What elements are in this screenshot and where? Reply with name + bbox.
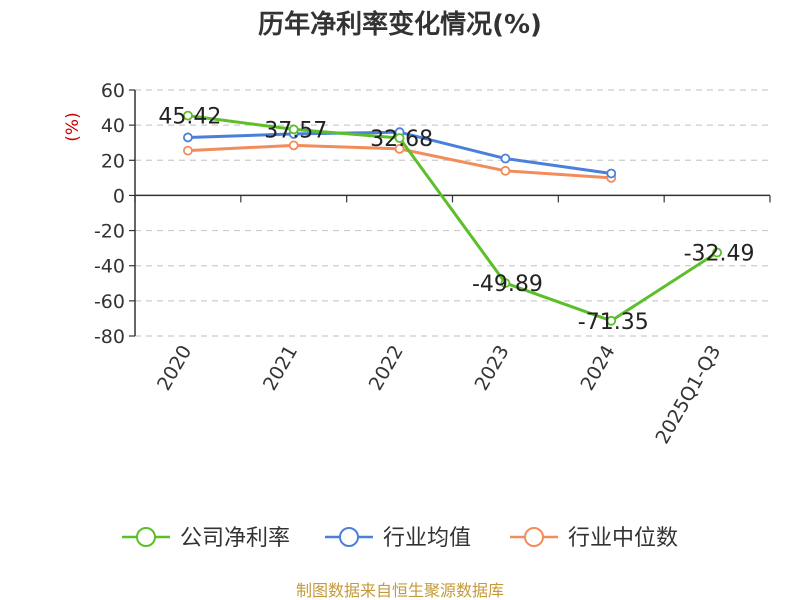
x-tick-label: 2021: [259, 342, 302, 395]
legend-marker: [136, 527, 156, 547]
legend-label: 行业均值: [383, 526, 471, 551]
y-axis-label: (%): [63, 112, 83, 141]
x-tick-label: 2022: [365, 342, 408, 395]
data-point: [394, 133, 405, 143]
data-point: [183, 145, 193, 156]
data-label: 37.57: [264, 118, 327, 143]
y-tick-label: 60: [101, 80, 125, 102]
legend-item: 行业中位数: [510, 526, 678, 551]
y-tick-label: 40: [101, 115, 125, 137]
y-tick-label: -20: [94, 221, 125, 243]
data-labels: 45.42 37.57 32.68 -49.89 -71.35 -32.49: [158, 105, 754, 335]
y-tick-label: -80: [94, 326, 125, 348]
data-label: -71.35: [578, 310, 649, 335]
legend-marker: [524, 527, 544, 547]
legend-item: 行业均值: [325, 526, 471, 551]
data-point: [288, 124, 299, 135]
x-tick-label: 2020: [153, 342, 196, 395]
legend: 公司净利率 行业均值 行业中位数: [122, 526, 678, 551]
data-label: -32.49: [684, 242, 755, 267]
data-point: [288, 140, 299, 151]
y-tick-label: 20: [101, 150, 125, 172]
data-label: 45.42: [158, 105, 221, 130]
data-label: 32.68: [370, 127, 433, 152]
x-tick-label: 2025Q1-Q3: [651, 342, 725, 448]
x-tick-label: 2024: [576, 342, 619, 395]
legend-label: 行业中位数: [568, 526, 678, 551]
series-layer: [183, 110, 722, 326]
data-point: [394, 143, 405, 154]
data-point: [606, 168, 617, 179]
grid: [135, 89, 770, 337]
data-label: -49.89: [472, 272, 543, 297]
chart-title: 历年净利率变化情况(%): [258, 9, 542, 40]
y-tick-label: -40: [94, 256, 125, 278]
y-tick-label: -60: [94, 291, 125, 313]
x-tick-label: 2023: [471, 341, 514, 394]
data-point: [183, 110, 193, 121]
legend-item: 公司净利率: [122, 526, 290, 551]
data-point: [500, 153, 511, 164]
legend-label: 公司净利率: [180, 526, 290, 551]
data-point: [183, 132, 193, 143]
legend-marker: [339, 527, 359, 547]
series-line: [187, 114, 718, 323]
data-point: [712, 247, 722, 258]
footer-source: 制图数据来自恒生聚源数据库: [296, 581, 504, 600]
data-point: [606, 315, 617, 326]
series-0: [183, 110, 722, 326]
data-point: [500, 278, 511, 288]
y-tick-label: 0: [113, 185, 125, 207]
data-point: [500, 165, 511, 176]
